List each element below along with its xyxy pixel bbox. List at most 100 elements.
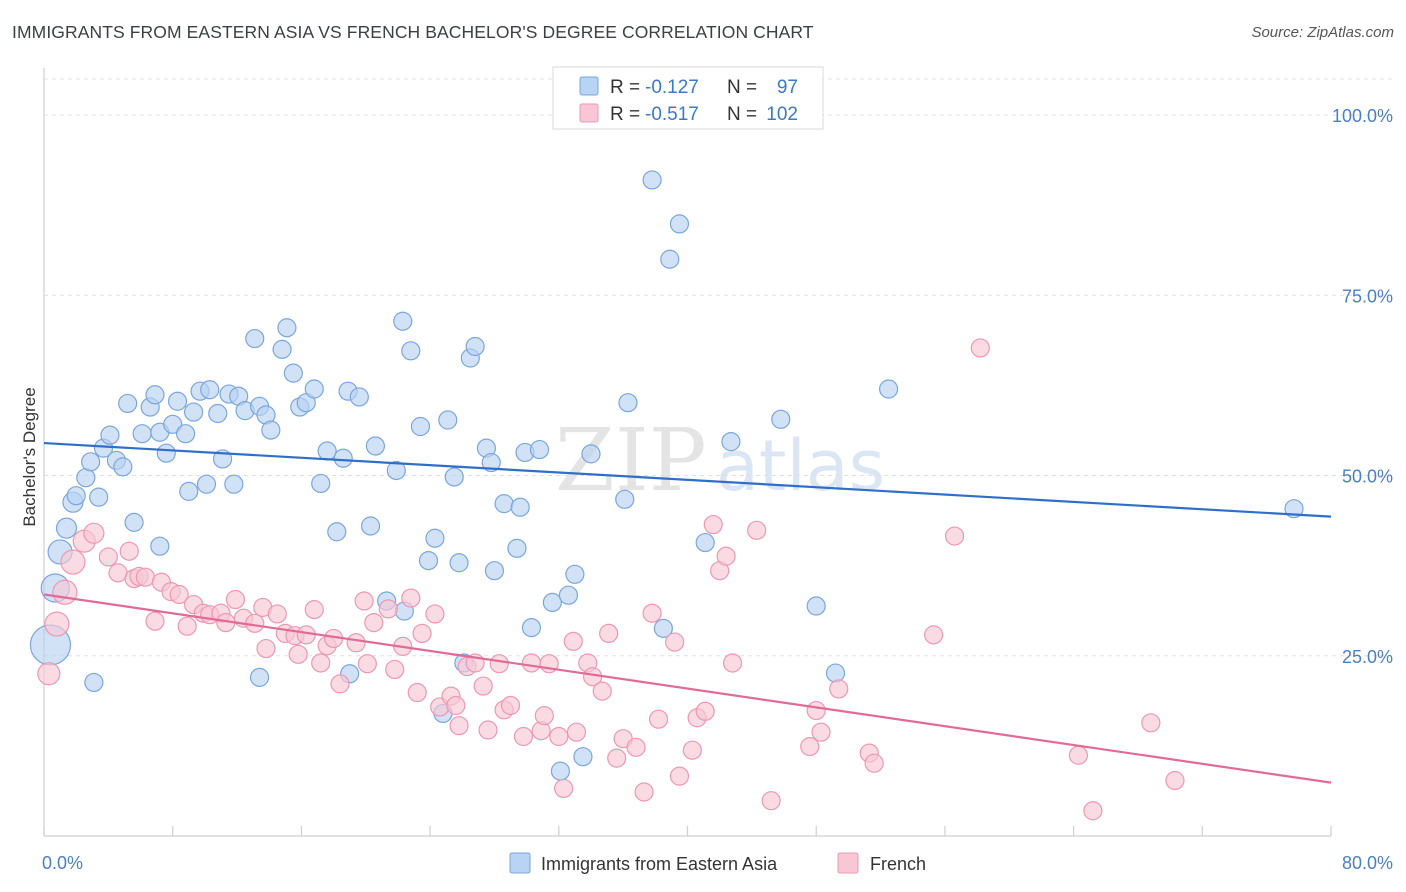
data-point — [132, 424, 152, 444]
trend-lines — [43, 441, 1332, 784]
data-point — [550, 761, 571, 781]
data-point — [55, 517, 78, 539]
legend-n-label: N = — [727, 77, 757, 98]
data-point — [669, 214, 690, 234]
data-point — [626, 737, 646, 757]
data-point — [175, 424, 196, 444]
data-point — [119, 541, 139, 561]
data-point — [489, 654, 509, 674]
data-point — [446, 695, 466, 716]
data-point — [327, 522, 347, 542]
data-point — [283, 363, 303, 383]
data-point — [825, 663, 846, 683]
legend-r-value: -0.127 — [645, 77, 699, 98]
data-point — [224, 474, 244, 494]
data-point — [607, 748, 627, 768]
trend-line-blue — [43, 441, 1332, 518]
data-point — [108, 563, 128, 583]
x-tick-label: 0.0% — [42, 853, 83, 873]
data-point — [829, 679, 849, 699]
data-point — [721, 432, 741, 452]
bottom-legend: Immigrants from Eastern Asia French — [509, 852, 926, 874]
data-point — [473, 676, 493, 696]
legend-r-value: -0.517 — [645, 104, 699, 125]
data-point — [660, 249, 680, 269]
data-point — [84, 672, 104, 693]
data-point — [615, 489, 635, 509]
data-point — [703, 514, 723, 535]
legend-n-value: 97 — [777, 77, 798, 98]
data-point — [418, 550, 439, 571]
data-point — [1141, 713, 1161, 733]
data-point — [249, 667, 270, 687]
data-point — [581, 444, 601, 464]
data-point — [208, 403, 228, 424]
data-point — [800, 737, 820, 757]
data-point — [682, 740, 702, 760]
data-point — [494, 494, 514, 514]
data-point — [549, 726, 569, 747]
source-label: Source: ZipAtlas.com — [1251, 24, 1394, 41]
data-point — [1165, 770, 1185, 791]
data-point — [256, 638, 276, 659]
data-point — [184, 402, 204, 422]
data-point — [288, 644, 308, 664]
data-point — [333, 448, 353, 468]
data-point — [311, 473, 331, 494]
data-point — [113, 457, 133, 477]
data-point — [438, 410, 458, 430]
data-point — [648, 709, 669, 729]
data-point — [386, 460, 406, 481]
data-point — [565, 564, 585, 584]
data-point — [357, 654, 377, 674]
trend-line-pink — [43, 593, 1332, 784]
data-point — [761, 791, 781, 811]
data-point — [449, 716, 469, 736]
data-point — [407, 682, 427, 703]
data-point — [665, 632, 685, 652]
data-point — [167, 391, 188, 411]
data-point — [618, 393, 638, 413]
data-point — [510, 497, 530, 517]
data-point — [425, 604, 445, 624]
data-point — [864, 753, 884, 773]
data-point — [642, 603, 662, 623]
bottom-legend-label: French — [870, 854, 926, 874]
data-point — [330, 674, 350, 694]
data-point — [811, 722, 831, 742]
data-point — [573, 747, 593, 767]
data-point — [378, 599, 398, 619]
data-point — [118, 393, 138, 414]
data-point — [507, 538, 527, 558]
data-point — [634, 782, 654, 802]
data-point — [163, 414, 183, 434]
data-point — [365, 436, 386, 456]
data-point — [60, 549, 86, 575]
data-point — [272, 339, 292, 359]
y-tick-label: 100.0% — [1332, 106, 1393, 126]
data-point — [695, 532, 715, 553]
data-point — [599, 623, 619, 644]
series-french — [37, 338, 1185, 821]
data-point — [542, 592, 562, 613]
data-point — [1068, 745, 1089, 765]
data-point — [44, 611, 70, 637]
data-point — [534, 706, 554, 726]
bottom-legend-swatch-pink — [837, 852, 859, 874]
data-point — [124, 512, 144, 532]
data-point — [145, 611, 165, 631]
data-point — [513, 726, 534, 747]
data-point — [89, 487, 109, 507]
data-point — [465, 336, 485, 357]
data-point — [156, 443, 176, 463]
data-point — [924, 625, 944, 645]
data-point — [401, 588, 421, 608]
data-point — [449, 553, 469, 573]
data-point — [100, 425, 120, 445]
watermark-atlas: atlas — [716, 425, 885, 507]
data-point — [642, 170, 662, 190]
data-point — [52, 579, 78, 605]
data-point — [200, 380, 220, 400]
data-point — [425, 528, 445, 548]
